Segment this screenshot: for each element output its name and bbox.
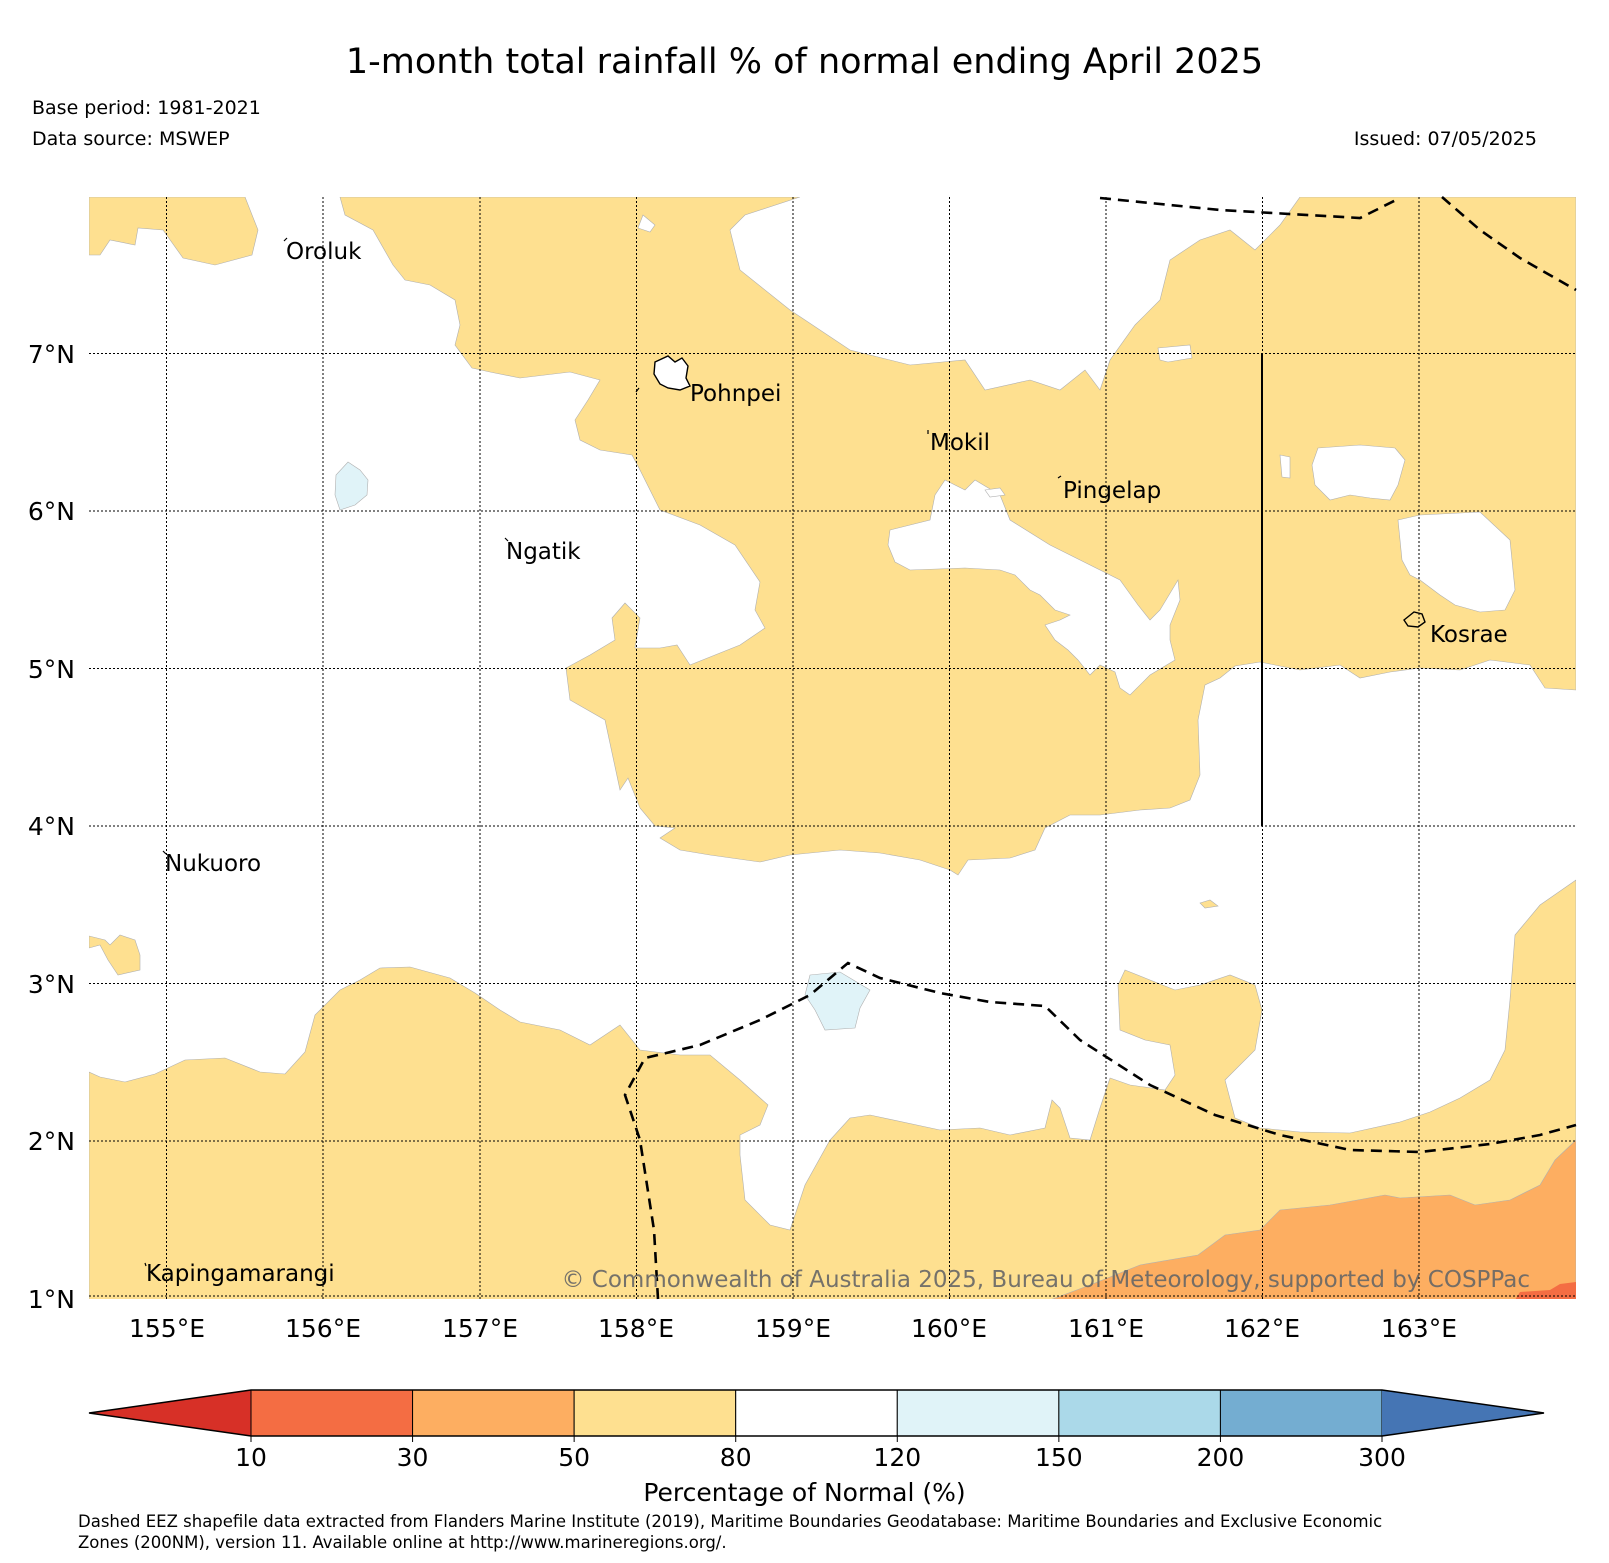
issued-date: Issued: 07/05/2025 bbox=[1353, 128, 1537, 150]
colorbar-tick-label: 30 bbox=[397, 1443, 429, 1472]
colorbar-segment bbox=[735, 1389, 898, 1437]
atoll-markers bbox=[144, 237, 1062, 1267]
lon-tick-label: 161°E bbox=[1068, 1314, 1144, 1343]
place-label-oroluk: Oroluk bbox=[286, 239, 362, 265]
island-kosrae bbox=[1403, 611, 1426, 628]
place-label-pohnpei: Pohnpei bbox=[690, 381, 781, 407]
lon-tick-label: 159°E bbox=[755, 1314, 831, 1343]
colorbar-segment bbox=[1219, 1389, 1383, 1437]
lat-tick-label: 4°N bbox=[28, 812, 75, 841]
lon-tick-label: 157°E bbox=[442, 1314, 518, 1343]
region-50-80-small-west bbox=[89, 934, 141, 976]
colorbar-tick-label: 10 bbox=[235, 1443, 267, 1472]
eez-boundary-south bbox=[623, 961, 1577, 1300]
region-50-80-speck bbox=[1199, 899, 1219, 909]
colorbar-tick-label: 150 bbox=[1035, 1443, 1083, 1472]
eez-boundary-north bbox=[1099, 196, 1401, 220]
colorbar-tick-label: 50 bbox=[558, 1443, 590, 1472]
region-50-80-north bbox=[89, 197, 259, 266]
colorbar-segment bbox=[1058, 1389, 1221, 1437]
colorbar-segment bbox=[573, 1389, 737, 1437]
colorbar-tick-label: 200 bbox=[1197, 1443, 1245, 1472]
footer-line-2: Zones (200NM), version 11. Available onl… bbox=[78, 1533, 727, 1552]
lon-tick-label: 162°E bbox=[1224, 1314, 1300, 1343]
colorbar-segment bbox=[250, 1389, 414, 1437]
colorbar-segment bbox=[412, 1389, 575, 1437]
colorbar-tick-label: 300 bbox=[1358, 1443, 1406, 1472]
place-label-mokil: Mokil bbox=[930, 430, 990, 456]
colorbar: 10 30 50 80 120 150 200 300 bbox=[88, 1389, 1545, 1472]
footer-line-1: Dashed EEZ shapefile data extracted from… bbox=[78, 1512, 1383, 1531]
region-80-120-hole-d bbox=[1157, 344, 1193, 363]
colorbar-segment-extend-low bbox=[89, 1390, 251, 1436]
place-label-ngatik: Ngatik bbox=[506, 539, 581, 565]
rainfall-field bbox=[89, 197, 1576, 1299]
eez-boundary-northeast bbox=[1441, 196, 1577, 292]
colorbar-segment bbox=[896, 1389, 1060, 1437]
base-period: Base period: 1981-2021 bbox=[32, 97, 261, 119]
colorbar-tick-label: 80 bbox=[720, 1443, 752, 1472]
lon-tick-label: 158°E bbox=[598, 1314, 674, 1343]
eez-boundaries bbox=[623, 196, 1577, 1300]
lat-tick-label: 5°N bbox=[28, 655, 75, 684]
data-source: Data source: MSWEP bbox=[32, 128, 230, 150]
colorbar-segment-extend-high bbox=[1382, 1390, 1544, 1436]
colorbar-label: Percentage of Normal (%) bbox=[643, 1478, 966, 1507]
region-80-120-hole-b bbox=[1311, 444, 1406, 501]
lon-tick-label: 156°E bbox=[285, 1314, 361, 1343]
region-80-120-hole-e bbox=[1279, 454, 1291, 479]
region-30-50 bbox=[1051, 1139, 1576, 1299]
lat-tick-label: 1°N bbox=[28, 1285, 75, 1314]
lon-tick-label: 160°E bbox=[911, 1314, 987, 1343]
region-50-80-south bbox=[89, 879, 1576, 1299]
colorbar-tick-label: 120 bbox=[873, 1443, 921, 1472]
lat-tick-label: 3°N bbox=[28, 970, 75, 999]
place-label-kapingamarangi: Kapingamarangi bbox=[146, 1261, 335, 1287]
region-120-150-b bbox=[804, 971, 871, 1031]
region-80-120-hole-c bbox=[1397, 511, 1516, 613]
region-120-150-a bbox=[334, 461, 369, 511]
place-label-pingelap: Pingelap bbox=[1063, 478, 1161, 504]
place-label-nukuoro: Nukuoro bbox=[165, 851, 261, 877]
region-80-120-hole-g bbox=[984, 487, 1006, 498]
copyright-text: © Commonwealth of Australia 2025, Bureau… bbox=[561, 1267, 1530, 1293]
lat-tick-label: 7°N bbox=[28, 340, 75, 369]
lat-tick-label: 6°N bbox=[28, 497, 75, 526]
lon-tick-label: 155°E bbox=[129, 1314, 205, 1343]
region-10-30 bbox=[1515, 1282, 1576, 1299]
lat-tick-label: 2°N bbox=[28, 1127, 75, 1156]
region-80-120-hole-f bbox=[637, 214, 656, 233]
map-title: 1-month total rainfall % of normal endin… bbox=[345, 42, 1264, 82]
island-pohnpei bbox=[653, 355, 691, 391]
place-label-kosrae: Kosrae bbox=[1430, 622, 1508, 648]
region-80-120-hole-a bbox=[887, 479, 1181, 696]
lon-tick-label: 163°E bbox=[1381, 1314, 1457, 1343]
